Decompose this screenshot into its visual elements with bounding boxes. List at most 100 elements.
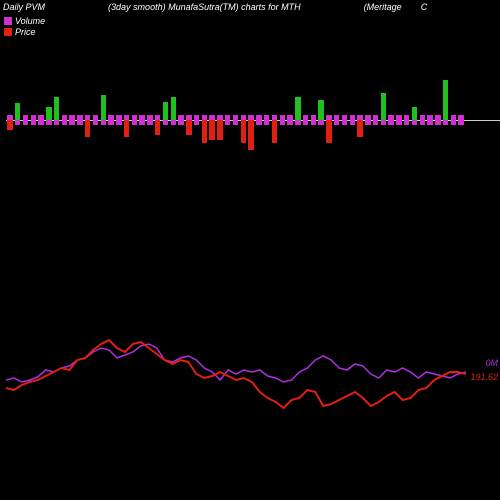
legend-swatch xyxy=(4,17,12,25)
line-chart xyxy=(6,330,465,450)
chart-root: Daily PVM (3day smooth) MunafaSutra(TM) … xyxy=(0,0,500,500)
bar-down xyxy=(171,120,176,125)
bar-down xyxy=(225,120,230,125)
bar-up xyxy=(54,97,59,120)
bar-slot xyxy=(287,70,294,170)
bar-down xyxy=(412,120,417,125)
bar-down xyxy=(272,120,277,143)
bar-down xyxy=(62,120,67,125)
bar-down xyxy=(15,120,20,125)
bar-down xyxy=(427,120,432,125)
bar-up xyxy=(46,107,51,120)
bar-slot xyxy=(310,70,317,170)
legend: VolumePrice xyxy=(4,16,45,38)
bar-slot xyxy=(154,70,161,170)
bar-slot xyxy=(326,70,333,170)
bar-down xyxy=(373,120,378,125)
bar-down xyxy=(186,120,191,135)
bar-down xyxy=(318,120,323,125)
bar-down xyxy=(77,120,82,125)
bar-down xyxy=(365,120,370,125)
bar-down xyxy=(54,120,59,125)
bar-down xyxy=(178,120,183,125)
bar-down xyxy=(38,120,43,125)
bar-down xyxy=(420,120,425,125)
bar-slot xyxy=(100,70,107,170)
bar-down xyxy=(435,120,440,125)
bar-slot xyxy=(419,70,426,170)
bar-down xyxy=(124,120,129,137)
bar-slot xyxy=(131,70,138,170)
bar-down xyxy=(303,120,308,125)
bar-slot xyxy=(115,70,122,170)
bar-down xyxy=(287,120,292,125)
bar-down xyxy=(388,120,393,125)
bar-slot xyxy=(294,70,301,170)
bar-slot xyxy=(403,70,410,170)
bar-slot xyxy=(217,70,224,170)
bar-up xyxy=(295,97,300,120)
bar-up xyxy=(15,103,20,120)
header-mid1: (3day smooth) MunafaSutra(TM) charts for… xyxy=(108,2,301,12)
bar-slot xyxy=(396,70,403,170)
bar-slot xyxy=(14,70,21,170)
bar-down xyxy=(396,120,401,125)
bar-slot xyxy=(170,70,177,170)
bar-slot xyxy=(84,70,91,170)
bar-slot xyxy=(450,70,457,170)
header-mid2: (Meritage xyxy=(364,2,402,12)
bar-slot xyxy=(302,70,309,170)
bar-slot xyxy=(434,70,441,170)
bar-up xyxy=(163,102,168,120)
bar-down xyxy=(381,120,386,125)
bar-down xyxy=(264,120,269,125)
volume-end-label: 0M xyxy=(485,358,498,368)
bar-slot xyxy=(458,70,465,170)
bar-up xyxy=(101,95,106,120)
bar-slot xyxy=(22,70,29,170)
bar-down xyxy=(326,120,331,143)
bar-slot xyxy=(333,70,340,170)
bar-slot xyxy=(279,70,286,170)
bar-down xyxy=(155,120,160,135)
bar-slot xyxy=(232,70,239,170)
bar-down xyxy=(147,120,152,125)
bar-down xyxy=(334,120,339,125)
legend-label: Price xyxy=(15,27,36,37)
bar-slot xyxy=(224,70,231,170)
bar-slot xyxy=(372,70,379,170)
bar-down xyxy=(7,120,12,130)
bar-down xyxy=(202,120,207,143)
bar-down xyxy=(217,120,222,140)
bar-up xyxy=(171,97,176,120)
legend-label: Volume xyxy=(15,16,45,26)
bar-down xyxy=(209,120,214,140)
bar-slot xyxy=(178,70,185,170)
bar-up xyxy=(443,80,448,120)
line-svg xyxy=(6,330,466,450)
bar-slot xyxy=(263,70,270,170)
bar-down xyxy=(451,120,456,125)
header-bar: Daily PVM (3day smooth) MunafaSutra(TM) … xyxy=(3,2,497,12)
bar-slot xyxy=(271,70,278,170)
bar-slot xyxy=(240,70,247,170)
bar-slot xyxy=(123,70,130,170)
bar-slot xyxy=(201,70,208,170)
bar-down xyxy=(194,120,199,125)
bar-slot xyxy=(380,70,387,170)
bar-slot xyxy=(7,70,14,170)
bar-down xyxy=(404,120,409,125)
bar-down xyxy=(256,120,261,125)
bar-down xyxy=(357,120,362,137)
bar-slot xyxy=(442,70,449,170)
bar-slot xyxy=(341,70,348,170)
legend-item: Price xyxy=(4,27,45,37)
bar-slot xyxy=(30,70,37,170)
bar-slot xyxy=(357,70,364,170)
bar-down xyxy=(85,120,90,137)
bar-slot xyxy=(364,70,371,170)
bar-down xyxy=(280,120,285,125)
bar-slot xyxy=(193,70,200,170)
bar-slot xyxy=(162,70,169,170)
legend-swatch xyxy=(4,28,12,36)
